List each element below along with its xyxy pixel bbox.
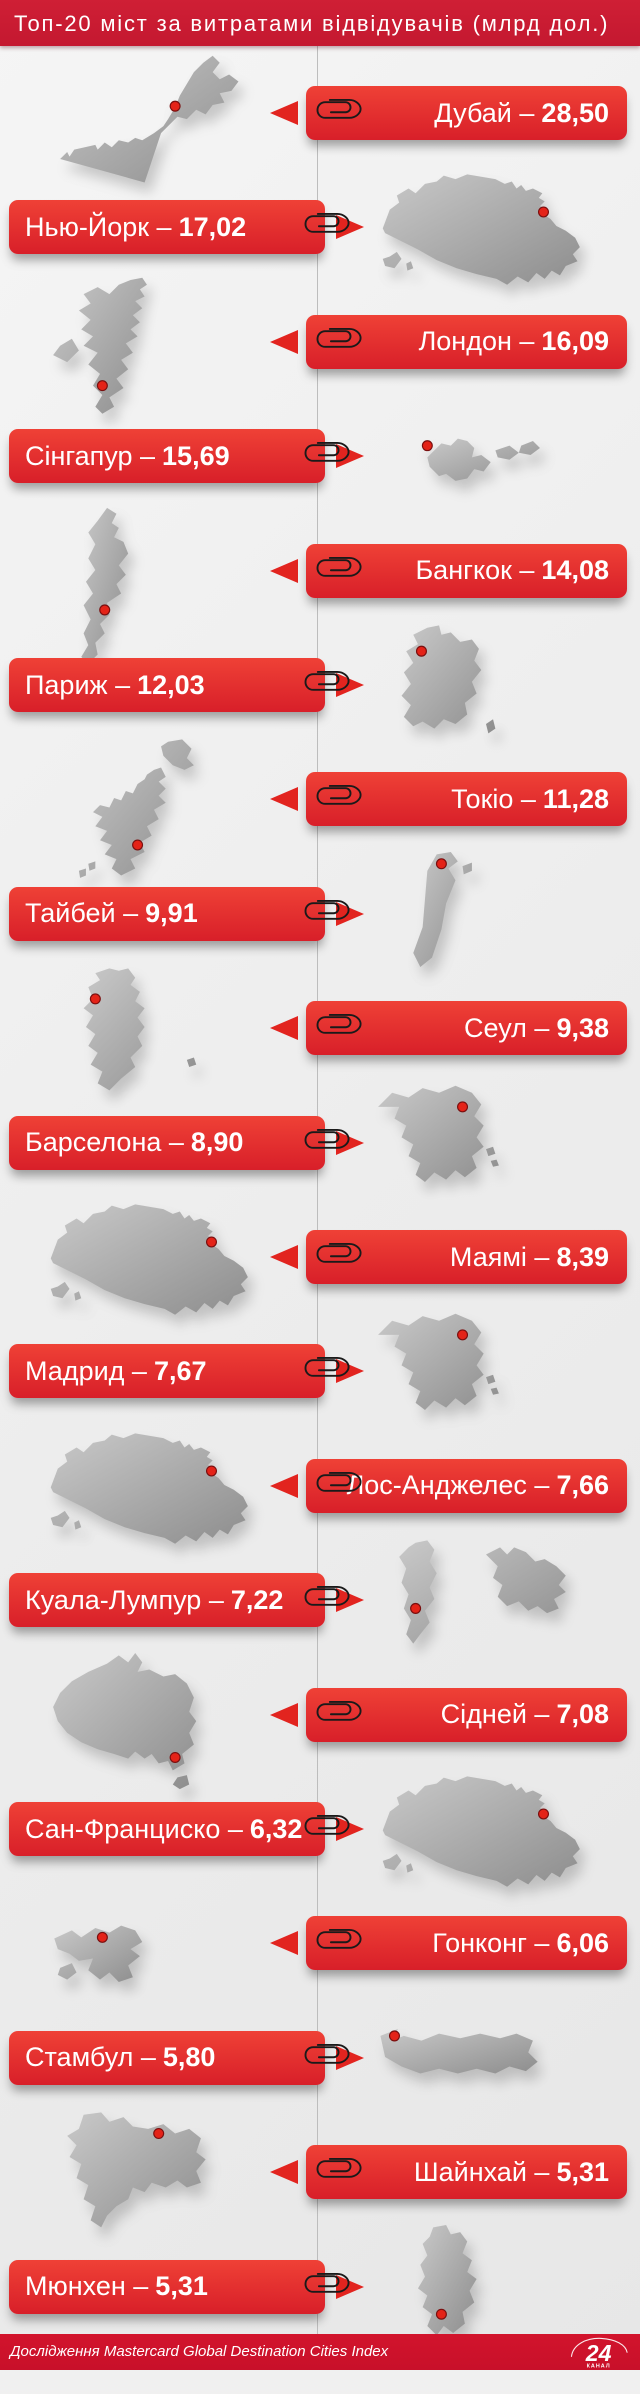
svg-text:24: 24 [585,2340,612,2366]
svg-text:КАНАЛ: КАНАЛ [587,2364,611,2369]
